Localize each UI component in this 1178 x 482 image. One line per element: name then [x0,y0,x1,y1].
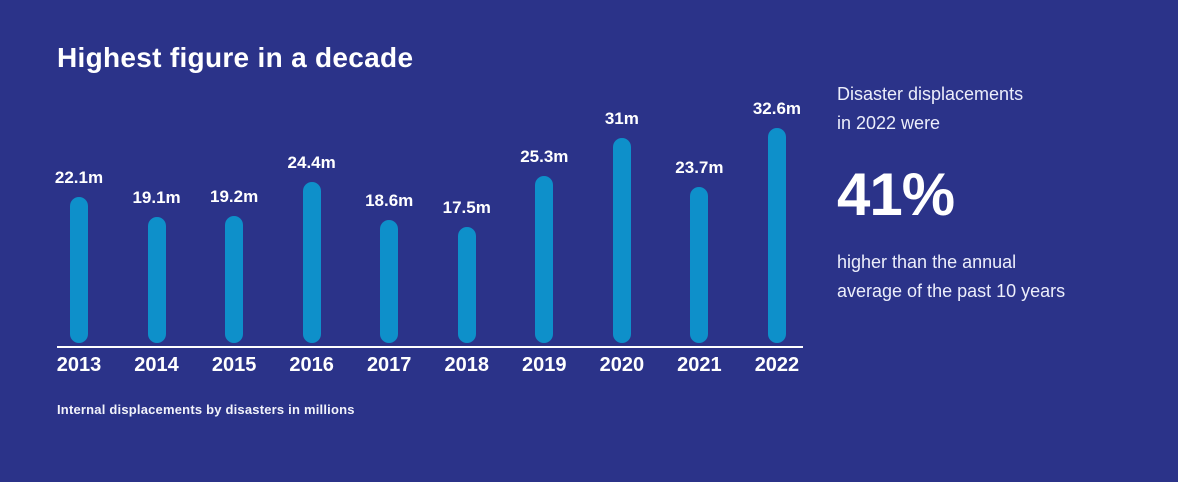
bar [457,227,476,343]
bar-value-label: 31m [604,109,639,128]
chart-caption: Internal displacements by disasters in m… [57,402,355,417]
x-axis-tick-label: 2020 [599,354,645,376]
x-axis-line [57,346,803,348]
chart-title: Highest figure in a decade [57,42,414,73]
bar-value-label: 19.1m [132,188,181,207]
bar-value-label: 19.2m [209,187,259,206]
bar-value-label: 23.7m [675,158,724,177]
stat-value: 41% [837,161,955,228]
side-panel: Disaster displacements in 2022 were 41% … [837,80,1157,306]
bar [612,138,631,343]
bar [380,220,399,343]
x-axis-tick-label: 2015 [211,354,257,376]
bar-value-label: 32.6m [752,99,802,118]
bar [147,217,166,343]
bar-value-label: 24.4m [287,153,336,172]
side-panel-intro-line1: Disaster displacements [837,84,1024,104]
bar [225,216,244,343]
bar [70,197,88,343]
side-panel-intro-line2: in 2022 were [837,113,941,133]
bar-value-label: 17.5m [442,198,491,217]
x-axis-tick-label: 2016 [289,354,334,376]
bar-value-label: 22.1m [54,168,104,187]
side-panel-outro-line2: average of the past 10 years [837,281,1066,301]
bar-chart: 22.1m 2013 19.1m 2014 19.2m 2015 24.4m 2016 18.6… [54,99,803,376]
side-panel-intro: Disaster displacements in 2022 were [837,80,1157,138]
bar [767,128,786,343]
bar [302,182,321,343]
bar [535,176,554,343]
x-axis-tick-label: 2014 [134,354,179,376]
bar-value-label: 25.3m [520,147,569,166]
x-axis-tick-label: 2018 [444,354,490,376]
x-axis-tick-label: 2017 [366,354,412,376]
x-axis-tick-label: 2019 [522,354,567,376]
x-axis-tick-label: 2022 [754,354,800,376]
x-axis-tick-label: 2013 [56,354,102,376]
bar [690,187,709,343]
bar-value-label: 18.6m [365,191,414,210]
x-axis-tick-label: 2021 [677,354,722,376]
side-panel-outro-line1: higher than the annual [837,252,1017,272]
side-panel-outro: higher than the annual average of the pa… [837,248,1157,306]
